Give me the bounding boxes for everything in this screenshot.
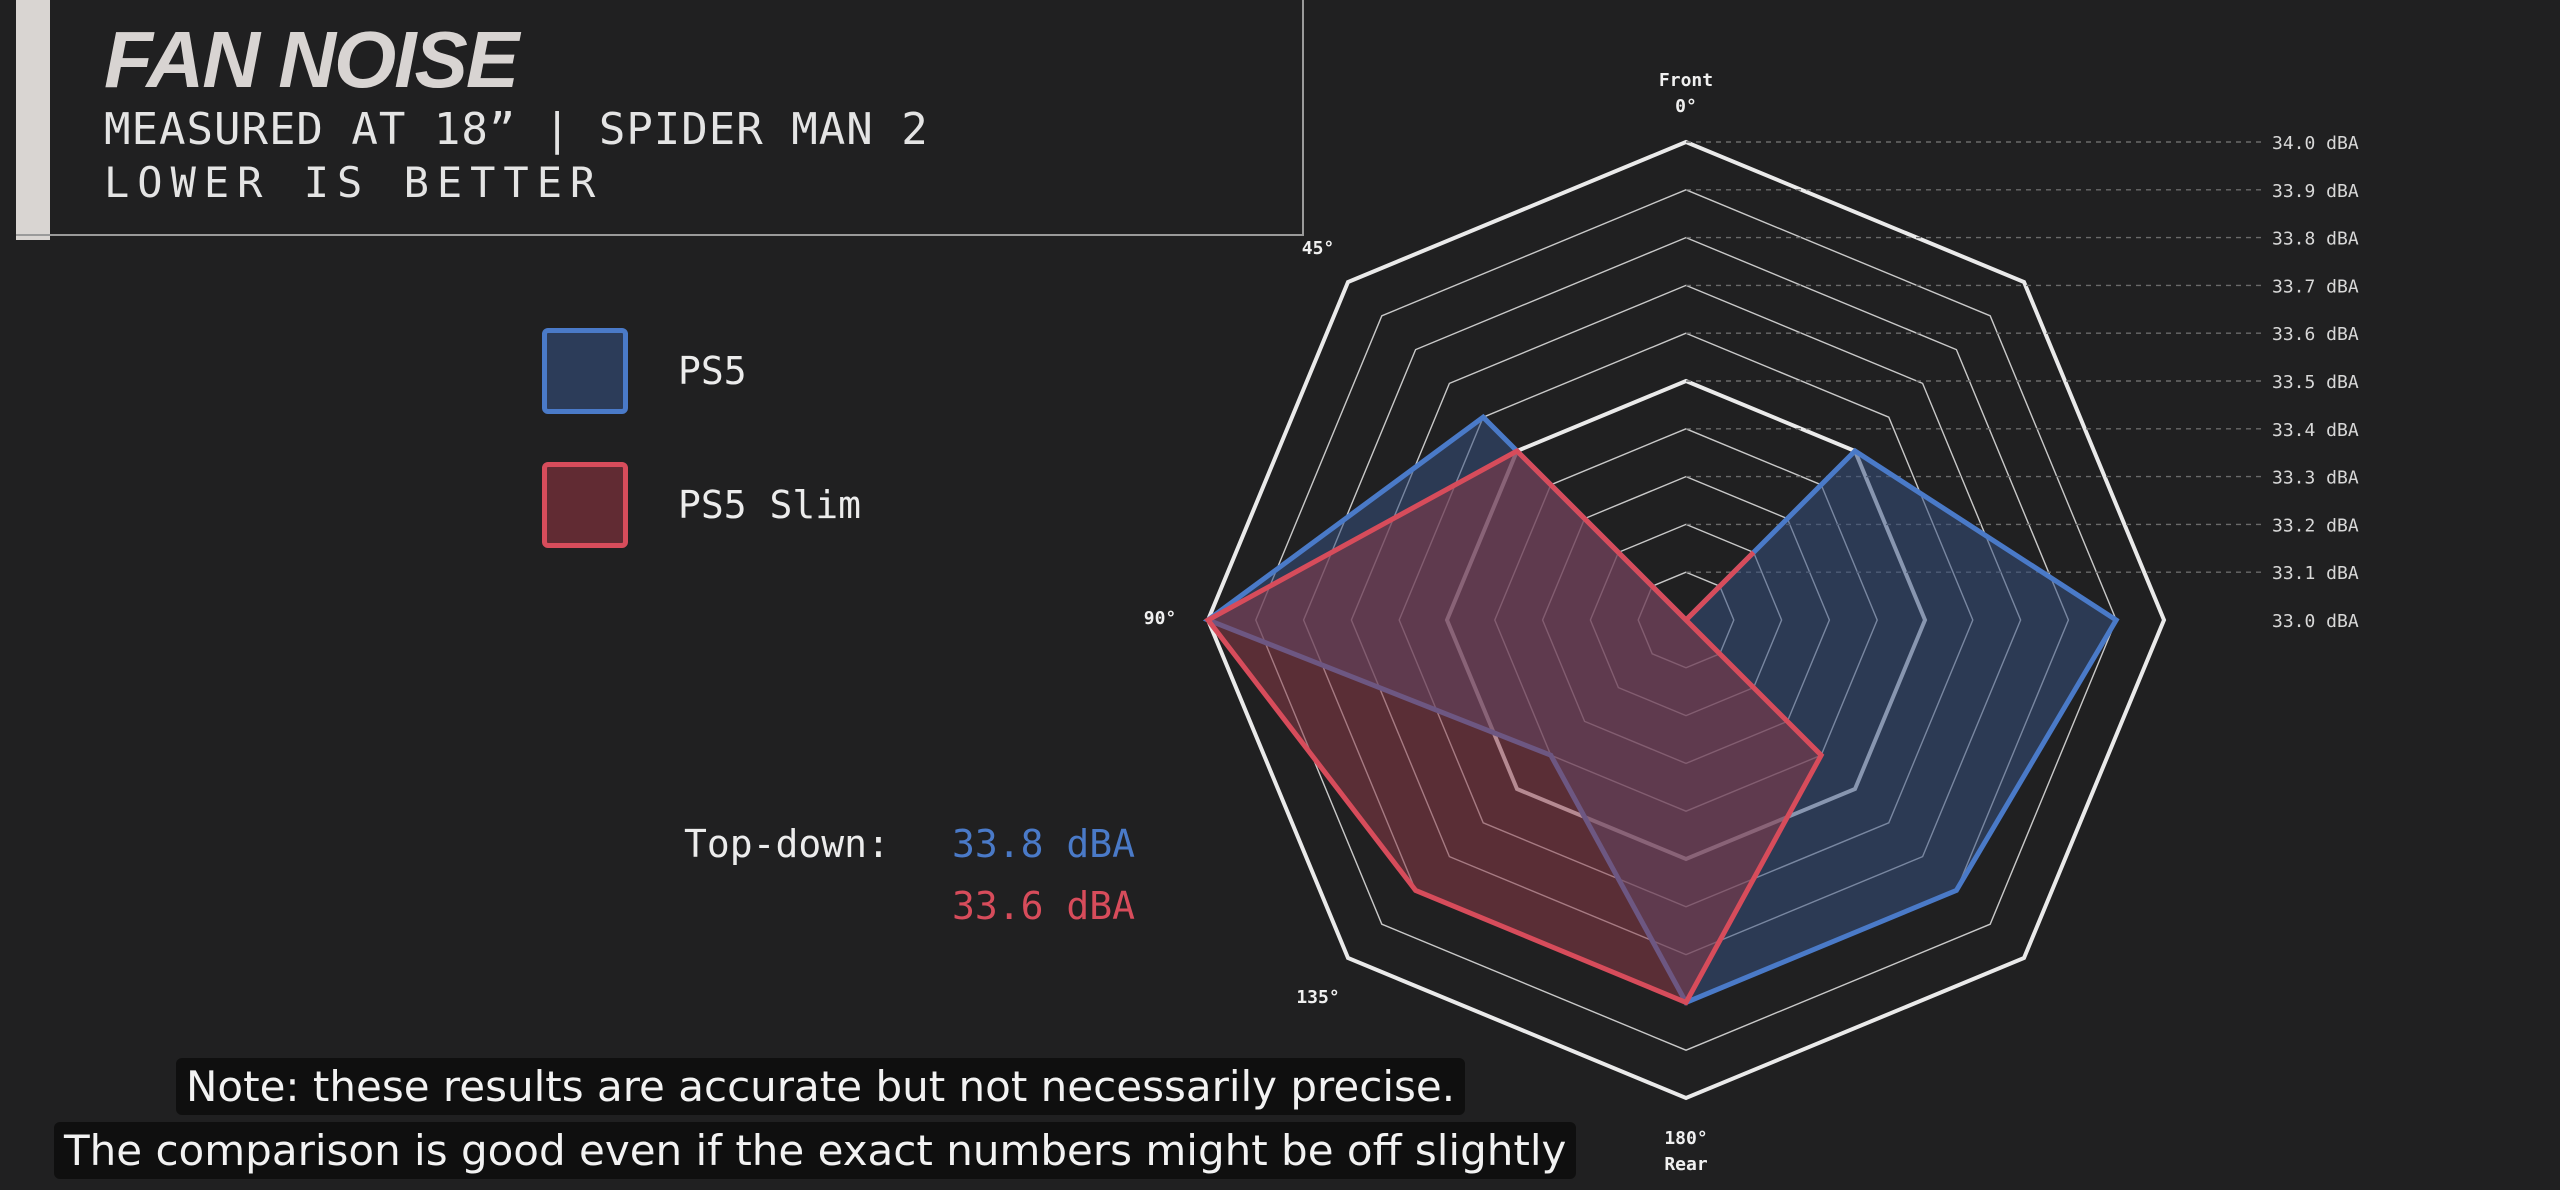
axis-label: Rear [1664, 1154, 1708, 1175]
legend-label-ps5-slim: PS5 Slim [678, 483, 862, 527]
scale-tick-label: 33.5 dBA [2272, 372, 2359, 393]
subtitle: MEASURED AT 18” | SPIDER MAN 2 [104, 104, 929, 155]
series-area-ps5-slim [1204, 447, 1825, 1006]
caption-line-2: The comparison is good even if the exact… [54, 1122, 1577, 1179]
scale-tick-label: 34.0 dBA [2272, 133, 2359, 154]
subtitle-lower-is-better: LOWER IS BETTER [104, 158, 604, 207]
axis-label: 135° [1296, 987, 1339, 1008]
scale-tick-label: 33.4 dBA [2272, 420, 2359, 441]
legend-item-ps5: PS5 [542, 328, 747, 414]
legend-label-ps5: PS5 [678, 349, 747, 393]
legend-item-ps5-slim: PS5 Slim [542, 462, 861, 548]
topdown-value-ps5: 33.8 dBA [952, 822, 1136, 866]
grid-ring [1255, 189, 2117, 1051]
axis-label: 0° [1675, 96, 1697, 117]
axis-label: 45° [1302, 238, 1335, 259]
axis-label: 90° [1144, 608, 1177, 629]
axis-label: 180° [1664, 1128, 1707, 1149]
title-box [16, 0, 1304, 236]
scale-tick-label: 33.3 dBA [2272, 468, 2359, 489]
scale-tick-label: 33.2 dBA [2272, 515, 2359, 536]
scale-tick-label: 33.9 dBA [2272, 181, 2359, 202]
topdown-value-ps5-slim: 33.6 dBA [952, 884, 1136, 928]
scale-tick-label: 33.6 dBA [2272, 324, 2359, 345]
scale-tick-label: 33.7 dBA [2272, 276, 2359, 297]
legend-swatch-ps5-slim [542, 462, 628, 548]
legend-swatch-ps5 [542, 328, 628, 414]
title-accent-bar [16, 0, 50, 240]
grid-ring [1205, 139, 2167, 1101]
scale-tick-label: 33.1 dBA [2272, 563, 2359, 584]
page-title: FAN NOISE [104, 15, 519, 104]
topdown-label: Top-down: [684, 822, 890, 866]
axis-label: Front [1659, 70, 1713, 91]
scale-tick-label: 33.0 dBA [2272, 611, 2359, 632]
caption-line-1: Note: these results are accurate but not… [176, 1058, 1466, 1115]
scale-tick-label: 33.8 dBA [2272, 229, 2359, 250]
